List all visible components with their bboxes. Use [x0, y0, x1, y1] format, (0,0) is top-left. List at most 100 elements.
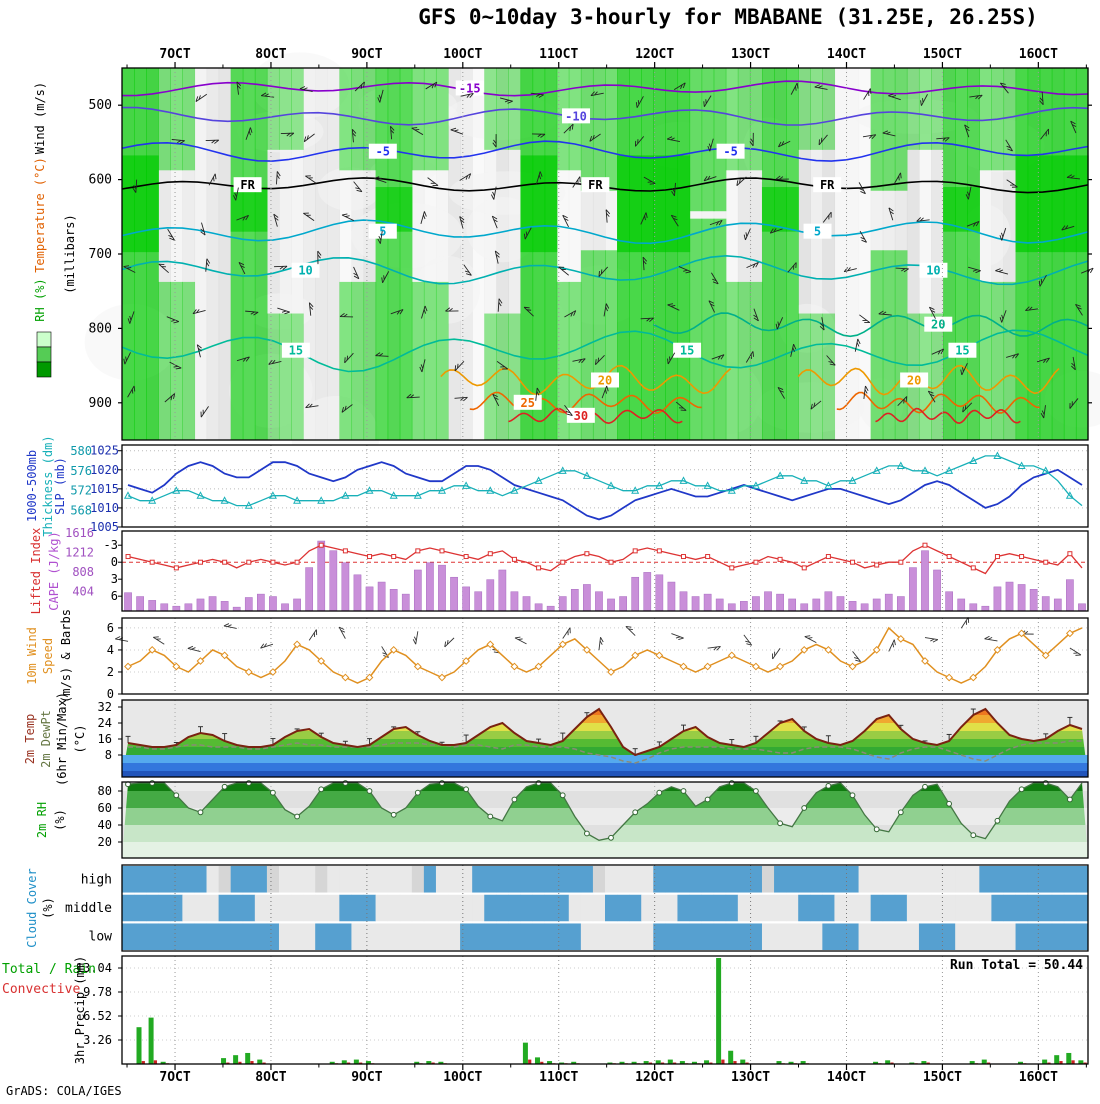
label-precip-units: 3hr Precip (mm)	[73, 956, 87, 1064]
label-millibars: (millibars)	[63, 214, 77, 293]
label-thickness-name: 1000-500mb	[25, 450, 39, 522]
contour-label: 10	[298, 264, 312, 278]
contour-label: -15	[459, 81, 481, 95]
label-rh2-name: 2m RH	[35, 802, 49, 838]
grads-credit: GrADS: COLA/IGES	[6, 1084, 122, 1098]
contour-label: FR	[240, 178, 255, 192]
rh-tick: 40	[98, 818, 112, 832]
contour-label: -5	[376, 145, 390, 159]
label-wind10-speed: Speed	[41, 638, 55, 674]
contour-label: 15	[289, 344, 303, 358]
contour-label: 25	[520, 396, 534, 410]
thickness-tick: 572	[70, 484, 92, 498]
label-cape-name: CAPE (J/kg)	[47, 531, 61, 610]
panel-cape-lifted-index: 1616 1212 808 404 -3 0 3 6	[65, 526, 1088, 611]
contour-label: FR	[820, 178, 835, 192]
panel-2m-temp-dewpoint: 32 24 16 8	[98, 700, 1088, 777]
cloud-row-label-high: high	[81, 872, 112, 887]
cape-tick: 1212	[65, 546, 94, 560]
x-label-top: 16OCT	[1019, 47, 1058, 62]
slp-tick: 1015	[90, 482, 119, 496]
label-wind10-name: 10m Wind	[25, 627, 39, 685]
label-rh-units: RH (%)	[33, 278, 47, 321]
label-rh2-units: (%)	[53, 809, 67, 831]
panel-cloud-cover: high middle low	[65, 865, 1088, 951]
precip-tick: 3.26	[83, 1033, 112, 1047]
temp-tick: 8	[105, 748, 112, 762]
thickness-tick: 576	[70, 464, 92, 478]
x-label-bottom: 9OCT	[351, 1070, 382, 1085]
x-label-top: 8OCT	[255, 47, 286, 62]
x-label-top: 12OCT	[635, 47, 674, 62]
temp-tick: 32	[98, 700, 112, 714]
x-label-bottom: 13OCT	[731, 1070, 770, 1085]
cape-tick: 404	[72, 585, 94, 599]
contour-label: FR	[588, 178, 603, 192]
label-dew-name: 2m DewPt	[39, 710, 53, 768]
contour-label: -10	[565, 109, 587, 123]
pressure-tick: 700	[89, 247, 112, 262]
x-label-top: 7OCT	[159, 47, 190, 62]
contour-label: 10	[926, 264, 940, 278]
temp-tick: 24	[98, 716, 112, 730]
label-wind-units: Wind (m/s)	[33, 82, 47, 154]
x-label-bottom: 15OCT	[923, 1070, 962, 1085]
contour-label: 20	[907, 373, 921, 387]
x-label-top: 15OCT	[923, 47, 962, 62]
contour-label: 5	[814, 225, 821, 239]
thickness-tick: 580	[70, 444, 92, 458]
contour-label: 30	[574, 409, 588, 423]
x-label-top: 11OCT	[539, 47, 578, 62]
slp-tick: 1020	[90, 463, 119, 477]
x-label-top: 13OCT	[731, 47, 770, 62]
cloud-row-label-middle: middle	[65, 901, 112, 916]
contour-label: 5	[379, 225, 386, 239]
rh-tick: 80	[98, 784, 112, 798]
x-label-bottom: 11OCT	[539, 1070, 578, 1085]
x-label-bottom: 16OCT	[1019, 1070, 1058, 1085]
label-t2-units: (°C)	[73, 725, 87, 754]
x-label-bottom: 7OCT	[159, 1070, 190, 1085]
precip-tick: 6.52	[83, 1009, 112, 1023]
wind-tick: 4	[107, 643, 114, 657]
li-tick: 0	[111, 555, 118, 569]
thickness-tick: 568	[70, 504, 92, 518]
run-total: Run Total = 50.44	[950, 958, 1083, 973]
contour-label: -5	[723, 145, 737, 159]
pressure-tick: 500	[89, 98, 112, 113]
label-t2-name: 2m Temp	[23, 714, 37, 765]
rh-colorbar	[37, 332, 51, 377]
x-label-bottom: 12OCT	[635, 1070, 674, 1085]
wind-tick: 2	[107, 665, 114, 679]
pressure-tick: 800	[89, 321, 112, 336]
label-minmax: (6hr Min/Max)	[55, 692, 69, 786]
cape-tick: 1616	[65, 526, 94, 540]
li-tick: 3	[111, 572, 118, 586]
cloud-row-label-low: low	[89, 930, 113, 945]
li-tick: 6	[111, 589, 118, 603]
li-tick: -3	[104, 538, 118, 552]
label-cloud-units: (%)	[41, 897, 55, 919]
temp-tick: 16	[98, 732, 112, 746]
pressure-tick: 600	[89, 173, 112, 188]
rh-tick: 20	[98, 835, 112, 849]
x-label-top: 14OCT	[827, 47, 866, 62]
slp-tick: 1005	[90, 520, 119, 534]
contour-label: 15	[680, 344, 694, 358]
x-label-top: 9OCT	[351, 47, 382, 62]
x-label-bottom: 8OCT	[255, 1070, 286, 1085]
label-li-name: Lifted Index	[29, 528, 43, 615]
x-label-top: 10OCT	[443, 47, 482, 62]
cape-tick: 808	[72, 565, 94, 579]
label-precip-conv-name: Convective	[2, 982, 80, 997]
contour-label: 20	[931, 318, 945, 332]
x-label-bottom: 14OCT	[827, 1070, 866, 1085]
label-slp-name: SLP (mb)	[53, 457, 67, 515]
label-wind10-units: (m/s) & Barbs	[59, 609, 73, 703]
x-label-bottom: 10OCT	[443, 1070, 482, 1085]
